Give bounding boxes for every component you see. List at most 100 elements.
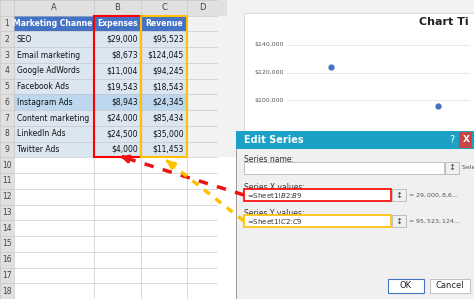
Text: Content marketing: Content marketing [17,114,89,123]
Text: 1: 1 [5,19,9,28]
Text: Cancel: Cancel [436,281,465,291]
Bar [0,110,14,126]
Text: 17: 17 [2,271,12,280]
Bar [0,16,14,31]
Text: Series name:: Series name: [244,155,294,164]
Text: $8,943: $8,943 [111,98,138,107]
Text: Google AdWords: Google AdWords [17,66,80,75]
Text: 12: 12 [2,192,12,201]
Bar [14,205,474,220]
Bar [236,131,474,299]
Bar [0,31,14,47]
Bar [388,279,424,293]
Text: 10: 10 [2,161,12,170]
Bar [0,189,14,205]
Text: 7: 7 [5,114,9,123]
Text: 5: 5 [5,82,9,91]
Bar [244,189,391,201]
Bar [14,252,474,268]
Bar [0,94,14,110]
Text: Revenue: Revenue [145,19,183,28]
Text: 9: 9 [5,145,9,154]
Text: Chart Ti: Chart Ti [419,17,469,27]
Bar [0,283,14,299]
Text: 3: 3 [5,51,9,60]
Text: $24,000: $24,000 [107,114,138,123]
Bar [14,110,187,126]
Bar [0,268,14,283]
Bar [392,215,406,227]
Bar [459,132,472,148]
Bar [0,205,14,220]
Text: $35,000: $35,000 [152,129,184,138]
Bar [14,268,474,283]
Text: ↕: ↕ [395,190,402,199]
Bar [392,189,406,201]
Bar [14,31,187,47]
Text: $100,000: $100,000 [255,98,284,103]
Text: Series Y values:: Series Y values: [244,208,304,217]
Text: =Sheet1!$B$2:$B$9: =Sheet1!$B$2:$B$9 [247,190,303,199]
Bar [14,47,187,63]
Bar [0,79,14,94]
Bar [14,94,187,110]
Text: 6: 6 [5,98,9,107]
Text: Marketing Channel: Marketing Channel [13,19,95,28]
Text: Instagram Ads: Instagram Ads [17,98,73,107]
Text: $29,000: $29,000 [107,35,138,44]
Text: $8,673: $8,673 [111,51,138,60]
Text: X: X [463,135,470,144]
Text: Select Range: Select Range [462,166,474,170]
Text: 8: 8 [5,129,9,138]
Bar [14,16,187,31]
Text: 11: 11 [2,176,12,185]
Bar [14,236,474,252]
Bar [14,157,474,173]
Text: $85,434: $85,434 [153,114,184,123]
Text: SEO: SEO [17,35,32,44]
Bar [0,47,14,63]
Bar [0,142,14,157]
Text: Series X values:: Series X values: [244,182,305,191]
Text: $95,523: $95,523 [153,35,184,44]
Bar [14,79,187,94]
Text: $11,004: $11,004 [107,66,138,75]
Bar [0,220,14,236]
Text: $24,345: $24,345 [153,98,184,107]
Text: Twitter Ads: Twitter Ads [17,145,59,154]
Text: OK: OK [400,281,412,291]
Text: $120,000: $120,000 [255,70,284,75]
Bar [244,162,444,174]
Text: Facebook Ads: Facebook Ads [17,82,69,91]
Text: =Sheet1!$C$2:$C$9: =Sheet1!$C$2:$C$9 [247,216,303,225]
Text: $4,000: $4,000 [111,145,138,154]
Text: 18: 18 [2,287,12,296]
Bar [238,133,474,299]
Text: Email marketing: Email marketing [17,51,80,60]
Bar [0,157,14,173]
Text: 13: 13 [2,208,12,217]
Bar [445,162,459,174]
Text: = $29,000 , $8,6...: = $29,000 , $8,6... [408,191,459,199]
Text: B: B [115,3,120,12]
Text: $140,000: $140,000 [255,42,284,47]
Text: 14: 14 [2,224,12,233]
Bar [14,126,187,142]
Bar [0,63,14,79]
Bar [0,236,14,252]
Bar [14,63,187,79]
Text: LinkedIn Ads: LinkedIn Ads [17,129,65,138]
Bar [0,252,14,268]
Text: Edit Series: Edit Series [244,135,304,145]
Text: ?: ? [449,135,455,145]
Text: = $95,523 , $124...: = $95,523 , $124... [408,217,461,225]
Bar [0,126,14,142]
Text: $94,245: $94,245 [153,66,184,75]
Bar [14,220,474,236]
Bar [430,279,470,293]
Text: C: C [161,3,167,12]
Bar [244,13,474,133]
Text: 2: 2 [5,35,9,44]
Bar [14,142,187,157]
Bar [94,16,141,157]
